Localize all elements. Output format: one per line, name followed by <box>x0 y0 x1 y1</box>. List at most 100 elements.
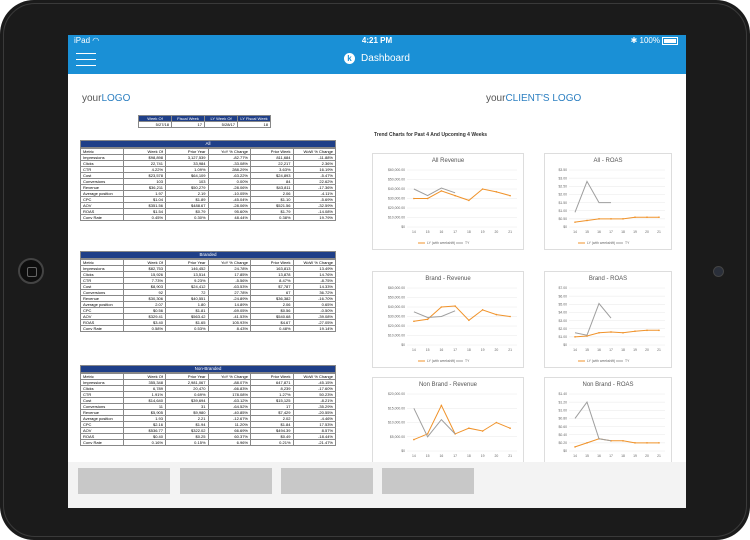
series-line-ty <box>413 310 456 319</box>
data-point <box>440 404 443 407</box>
y-tick-label: $20,000.00 <box>388 324 405 328</box>
logo-prefix: your <box>82 93 102 104</box>
data-point <box>586 442 588 444</box>
bluetooth-icon: ✱ <box>630 36 638 45</box>
x-tick-label: 17 <box>609 454 613 458</box>
y-tick-label: $4.00 <box>559 311 568 315</box>
y-tick-label: $7.00 <box>559 286 568 290</box>
battery-percent: 100% <box>639 36 660 45</box>
footer-tab-4[interactable] <box>382 468 474 494</box>
data-point <box>634 216 636 219</box>
x-tick-label: 14 <box>573 348 577 352</box>
series-line-ly <box>413 188 511 201</box>
metric-table-cell: 0.16% <box>122 439 166 446</box>
data-point <box>646 216 648 219</box>
y-tick-label: $5.00 <box>559 302 568 306</box>
legend-label: TY <box>625 241 630 245</box>
footer-tab-3[interactable] <box>281 468 373 494</box>
x-tick-label: 18 <box>621 454 625 458</box>
metric-table-row: CTR 7.73% 9.23% -5.56% 8.47% -8.75% <box>80 277 336 284</box>
x-tick-label: 19 <box>481 454 485 458</box>
status-time: 4:21 PM <box>361 36 393 45</box>
metric-table-cell: 0.30% <box>165 214 209 221</box>
x-tick-label: 15 <box>426 454 430 458</box>
legend-label: LY (with weekshift) <box>587 359 615 363</box>
data-point <box>574 446 576 448</box>
data-point <box>413 438 415 441</box>
legend-label: TY <box>465 241 470 245</box>
x-tick-label: 19 <box>633 348 637 352</box>
metric-table-cell: 6.96% <box>207 439 251 446</box>
metric-table-cell: 0.45% <box>122 214 166 221</box>
week-table-cell: 17 <box>171 121 205 128</box>
metric-table-cell: Conv Rate <box>80 214 124 221</box>
x-tick-label: 16 <box>439 348 443 352</box>
nav-bar: k Dashboard <box>68 47 686 74</box>
y-tick-label: $3.00 <box>559 176 568 180</box>
x-tick-label: 19 <box>481 348 485 352</box>
y-tick-label: $60,000.00 <box>388 286 405 290</box>
data-point <box>622 331 624 334</box>
metric-table-cell: 0.38% <box>250 214 294 221</box>
y-tick-label: $2.00 <box>559 193 568 197</box>
home-button[interactable] <box>18 258 44 284</box>
series-line-ty <box>574 302 612 336</box>
series-line-ly <box>574 216 659 223</box>
x-tick-label: 16 <box>597 230 601 234</box>
x-tick-label: 15 <box>585 348 589 352</box>
x-tick-label: 20 <box>494 348 498 352</box>
series-line-ty <box>413 187 456 197</box>
logo-main: LOGO <box>101 93 131 104</box>
chart-title: Brand - ROAS <box>588 276 628 282</box>
data-point <box>634 442 636 444</box>
y-tick-label: $1.40 <box>559 392 568 396</box>
week-table-cell: 5/27/18 <box>138 121 172 128</box>
metric-block-title: Branded <box>80 251 336 259</box>
y-tick-label: $2.00 <box>559 327 568 331</box>
metric-table-row: Conv Rate 0.16% 0.15% 6.96% 0.21% -21.47% <box>80 439 336 446</box>
metric-block-non-branded: Non-Branded Metric Week Of Prior Year YoY % … <box>80 365 336 446</box>
trend-chart-1: All Revenue $0 $10,000.00 $20,000.00 $30,000… <box>372 153 524 250</box>
x-tick-label: 17 <box>453 454 457 458</box>
your-logo: yourLOGO <box>82 93 130 104</box>
metric-table: Metric Week Of Prior Year YoY % Change Prior… <box>80 259 336 332</box>
metric-table-cell: 19.14% <box>292 325 336 332</box>
device-bezel <box>3 3 747 537</box>
data-point <box>610 331 612 333</box>
footer-tab-2[interactable] <box>180 468 272 494</box>
chart-svg: $0 $0.50 $1.00 $1.50 $2.00 $2.50 $3.00 $3.50 14 1… <box>559 168 665 245</box>
data-point <box>481 430 484 432</box>
y-tick-label: $2.50 <box>559 184 568 188</box>
week-table-cell: 18 <box>237 121 271 128</box>
data-point <box>468 319 470 322</box>
x-tick-label: 21 <box>657 230 661 234</box>
data-point <box>454 194 456 197</box>
data-point <box>658 442 660 444</box>
data-point <box>586 335 588 337</box>
data-point <box>481 309 484 311</box>
chart-title: All Revenue <box>431 158 465 164</box>
chart-title: Non Brand - ROAS <box>582 382 634 388</box>
series-line-ly <box>574 438 659 448</box>
nav-title-text: Dashboard <box>361 53 410 65</box>
data-point <box>426 318 429 321</box>
x-tick-label: 18 <box>621 348 625 352</box>
chart-title: Brand - Revenue <box>425 276 471 282</box>
x-tick-label: 20 <box>645 454 649 458</box>
data-point <box>509 427 511 429</box>
footer-tab-1[interactable] <box>78 468 170 494</box>
menu-icon[interactable] <box>76 53 96 67</box>
chart-svg: $0 $10,000.00 $20,000.00 $30,000.00 $40,000.… <box>388 286 517 363</box>
x-tick-label: 21 <box>508 454 512 458</box>
y-tick-label: $0 <box>401 343 405 347</box>
data-point <box>413 320 415 323</box>
trend-chart-4: Brand - ROAS $0 $1.00 $2.00 $3.00 $4.00 $5.00 $… <box>544 271 672 368</box>
series-line-ty <box>574 180 611 213</box>
data-point <box>622 440 624 442</box>
x-tick-label: 15 <box>585 454 589 458</box>
x-tick-label: 19 <box>481 230 485 234</box>
client-logo: yourCLIENT'S LOGO <box>486 93 581 104</box>
y-tick-label: $60,000.00 <box>388 168 405 172</box>
y-tick-label: $10,000.00 <box>388 334 405 338</box>
